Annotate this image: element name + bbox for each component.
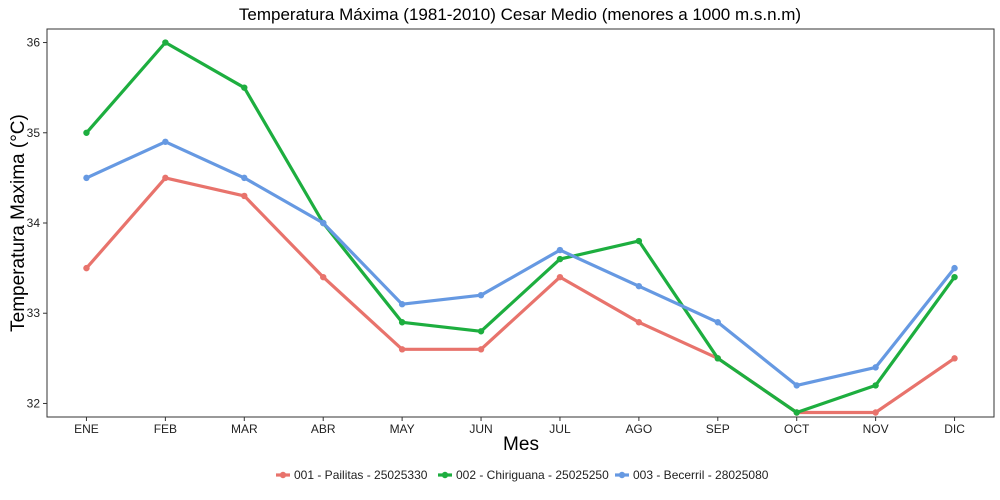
x-tick-label-feb: FEB (154, 422, 177, 436)
x-tick-label-abr: ABR (311, 422, 336, 436)
data-point (635, 282, 643, 290)
data-point (477, 328, 485, 335)
x-tick-label-may: MAY (390, 422, 415, 436)
legend-item-1: 001 - Pailitas - 25025330 (276, 468, 428, 482)
x-tick-label-jul: JUL (549, 422, 571, 436)
chart-title: Temperatura Máxima (1981-2010) Cesar Med… (239, 5, 801, 24)
data-point (556, 246, 564, 254)
data-point (714, 319, 721, 326)
data-point (872, 409, 879, 416)
y-tick-label: 32 (27, 396, 41, 410)
x-tick-label-nov: NOV (863, 422, 889, 436)
legend-swatch-point (279, 471, 287, 479)
y-tick-label: 35 (27, 126, 41, 140)
legend-item-2: 002 - Chiriguana - 25025250 (438, 468, 609, 482)
series-layer (83, 39, 958, 416)
series-2 (83, 39, 958, 416)
data-point (714, 355, 721, 362)
data-point (556, 255, 564, 263)
data-point (951, 264, 958, 272)
legend-item-3: 003 - Becerril - 28025080 (615, 468, 769, 482)
x-tick-label-dic: DIC (944, 422, 965, 436)
x-tick-label-jun: JUN (469, 422, 492, 436)
data-point (477, 346, 485, 353)
plot-panel-border (46, 28, 995, 418)
data-point (83, 174, 90, 182)
data-point (241, 84, 248, 91)
data-point (951, 355, 958, 362)
data-point (241, 192, 248, 200)
x-axis: ENE FEB MAR ABR MAY JUN JUL AGO SEP OCT NOV DIC (74, 417, 965, 436)
data-point (162, 174, 169, 182)
y-axis-title: Temperatura Maxima (°C) (8, 114, 29, 332)
series-3 (83, 138, 958, 389)
y-tick-label: 36 (27, 36, 41, 50)
y-axis: 32 33 34 35 36 (27, 36, 47, 410)
data-point (872, 364, 879, 371)
data-point (162, 39, 169, 46)
data-point (398, 319, 406, 326)
data-point (793, 409, 800, 416)
data-point (398, 301, 406, 308)
data-point (477, 291, 485, 299)
series-line-2 (84, 40, 957, 415)
x-tick-label-sep: SEP (706, 422, 730, 436)
legend-label: 002 - Chiriguana - 25025250 (456, 468, 609, 482)
data-point (83, 264, 90, 272)
data-point (872, 382, 879, 389)
legend-swatch-point (618, 471, 626, 479)
data-point (241, 174, 248, 182)
x-tick-label-ene: ENE (74, 422, 99, 436)
data-point (635, 319, 643, 326)
data-point (556, 273, 564, 281)
x-tick-label-oct: OCT (784, 422, 810, 436)
series-1 (83, 174, 958, 416)
series-line-1 (84, 176, 957, 415)
x-tick-label-mar: MAR (231, 422, 258, 436)
legend-label: 001 - Pailitas - 25025330 (294, 468, 428, 482)
data-point (635, 237, 643, 245)
y-tick-label: 33 (27, 306, 41, 320)
x-axis-title: Mes (503, 434, 539, 455)
data-point (320, 273, 327, 281)
data-point (83, 129, 90, 136)
legend-label: 003 - Becerril - 28025080 (633, 468, 769, 482)
legend-swatch-point (441, 471, 449, 479)
data-point (793, 382, 800, 389)
y-tick-label: 34 (27, 216, 41, 230)
x-tick-label-ago: AGO (626, 422, 653, 436)
series-line-3 (84, 140, 957, 387)
data-point (951, 273, 958, 281)
data-point (398, 346, 406, 353)
data-point (162, 138, 169, 145)
legend: 001 - Pailitas - 25025330 002 - Chiriguan… (276, 468, 769, 482)
data-point (320, 219, 327, 227)
